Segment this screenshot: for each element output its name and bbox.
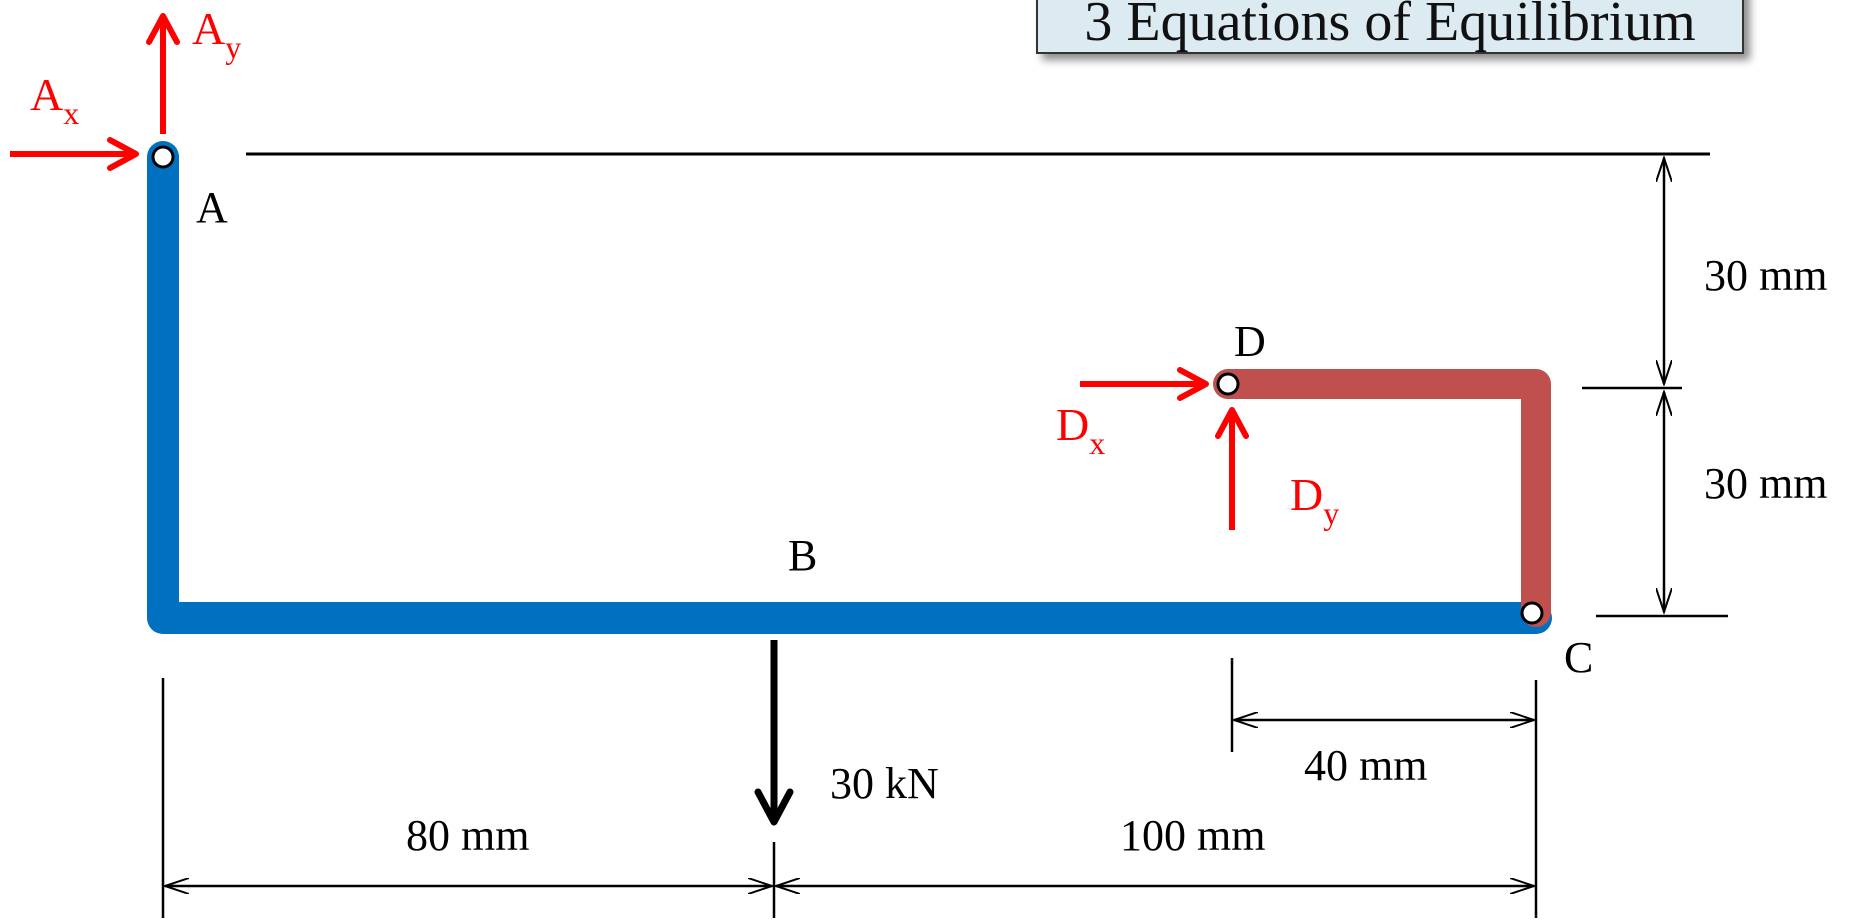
force-label-dx: Dx — [1056, 399, 1105, 461]
dimension-label-30-bottom: 30 mm — [1704, 459, 1827, 508]
point-label-d: D — [1234, 317, 1266, 366]
dimension-label-30-top: 30 mm — [1704, 251, 1827, 300]
force-label-ax: Ax — [30, 69, 79, 131]
force-label-ay: Ay — [192, 3, 241, 65]
diagram-title: 3 Equations of Equilibrium — [1084, 0, 1696, 53]
load-label: 30 kN — [830, 759, 939, 808]
point-label-b: B — [788, 531, 817, 580]
point-label-a: A — [196, 183, 228, 232]
pin-a — [151, 145, 175, 169]
pin-d — [1216, 372, 1240, 396]
point-label-c: C — [1564, 633, 1593, 682]
title-box: 3 Equations of Equilibrium — [1036, 0, 1744, 54]
member-abc — [147, 141, 1552, 634]
member-dc — [1213, 369, 1551, 627]
dimension-label-80: 80 mm — [406, 811, 529, 860]
force-label-dy: Dy — [1290, 469, 1339, 531]
dimension-label-100: 100 mm — [1120, 811, 1265, 860]
pin-c — [1520, 601, 1544, 625]
dimension-label-40: 40 mm — [1304, 741, 1427, 790]
